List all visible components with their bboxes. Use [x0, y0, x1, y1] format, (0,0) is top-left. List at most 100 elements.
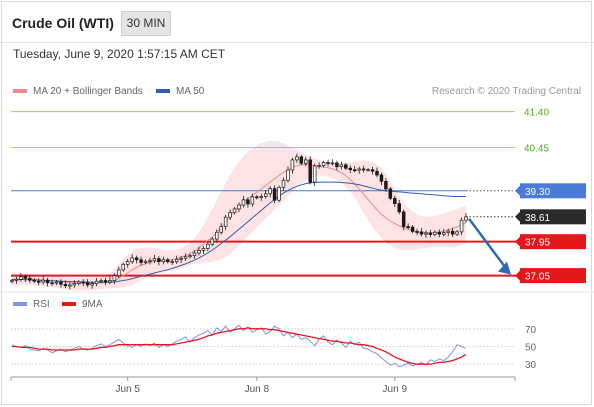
- candle-down: [428, 232, 433, 235]
- candle-down: [437, 231, 442, 235]
- rsi-legend-label: RSI: [33, 299, 50, 310]
- candle-up: [219, 226, 223, 233]
- candle-up: [179, 257, 183, 260]
- candle-up: [41, 279, 45, 283]
- candle-down: [134, 257, 139, 261]
- candle-down: [299, 156, 304, 164]
- candle-up: [290, 159, 295, 171]
- rsi-9ma-line: [12, 327, 467, 365]
- candle-down: [397, 203, 401, 213]
- candle-up: [77, 281, 81, 284]
- candle-down: [32, 279, 37, 282]
- candle-up: [130, 257, 134, 263]
- candle-down: [388, 188, 393, 199]
- candle-up: [112, 275, 117, 281]
- forecast-arrow-head: [498, 261, 511, 275]
- forecast-arrow-shaft: [467, 218, 509, 271]
- candles-group: [10, 153, 468, 290]
- candle-up: [10, 280, 14, 282]
- candle-down: [157, 258, 161, 263]
- legend-ma20: MA 20 + Bollinger Bands: [13, 86, 143, 97]
- 9ma-swatch: [62, 302, 76, 307]
- candle-down: [166, 259, 170, 263]
- level-label-text: 41.40: [524, 108, 549, 119]
- rsi-line: [11, 324, 467, 368]
- candle-up: [183, 256, 188, 259]
- candle-up: [206, 243, 210, 249]
- candle-up: [464, 216, 468, 221]
- candle-down: [419, 231, 424, 235]
- candle-down: [308, 159, 312, 183]
- candle-up: [117, 269, 121, 276]
- candle-up: [330, 162, 335, 165]
- level-label-37.05: 37.05: [515, 268, 586, 284]
- candle-down: [384, 181, 388, 190]
- candle-up: [295, 156, 299, 161]
- candle-down: [45, 279, 50, 284]
- candle-up: [268, 188, 272, 195]
- candle-down: [450, 230, 455, 235]
- candle-up: [317, 165, 321, 167]
- candle-down: [401, 211, 406, 227]
- candle-up: [125, 261, 130, 265]
- candle-up: [143, 260, 148, 263]
- candle-up: [54, 281, 59, 284]
- candle-down: [335, 162, 339, 168]
- candle-down: [63, 283, 68, 287]
- level-label-38.61: 38.61: [515, 209, 586, 225]
- level-label-text: 39.30: [525, 187, 550, 198]
- candle-up: [259, 196, 264, 198]
- candle-up: [223, 216, 228, 227]
- candle-up: [455, 231, 459, 235]
- candle-up: [250, 196, 255, 205]
- level-label-pointer: [515, 270, 520, 281]
- candle-down: [28, 277, 32, 281]
- candle-down: [348, 167, 353, 171]
- candle-down: [352, 169, 357, 172]
- candle-up: [228, 212, 232, 218]
- candle-up: [321, 162, 326, 166]
- ma20-legend-label: MA 20 + Bollinger Bands: [33, 86, 143, 97]
- credit-text: Research © 2020 Trading Central: [431, 86, 581, 97]
- level-label-text: 37.05: [525, 272, 550, 283]
- candle-up: [446, 230, 450, 233]
- candle-up: [433, 231, 437, 235]
- level-label-text: 40.45: [524, 143, 549, 154]
- candle-down: [393, 197, 397, 204]
- ma20-swatch: [13, 89, 27, 94]
- candle-up: [241, 199, 246, 206]
- candle-down: [50, 282, 54, 285]
- candle-down: [85, 282, 90, 286]
- level-label-pointer: [515, 211, 520, 222]
- x-axis-tick-label: Jun 8: [245, 384, 270, 395]
- candle-down: [246, 199, 250, 205]
- timeframe-badge[interactable]: 30 MIN: [121, 11, 171, 36]
- level-label-box: [520, 268, 586, 284]
- legend-9ma: 9MA: [62, 299, 103, 310]
- candle-up: [312, 165, 317, 183]
- level-label-37.95: 37.95: [515, 234, 586, 250]
- candle-up: [441, 232, 446, 235]
- candle-up: [108, 280, 112, 283]
- candle-down: [139, 259, 143, 263]
- legend-rsi: RSI: [13, 299, 50, 310]
- candle-down: [410, 226, 415, 232]
- x-axis-tick-label: Jun 5: [115, 384, 140, 395]
- candle-up: [201, 248, 206, 251]
- candle-up: [188, 255, 192, 258]
- candle-up: [304, 159, 308, 164]
- level-label-40.45: 40.45: [524, 143, 549, 154]
- candle-up: [170, 261, 174, 264]
- candle-up: [357, 168, 361, 171]
- rsi-swatch: [13, 302, 27, 307]
- candle-down: [406, 226, 410, 228]
- candle-down: [361, 168, 366, 171]
- level-label-text: 38.61: [525, 213, 550, 224]
- level-label-41.40: 41.40: [524, 108, 549, 119]
- candle-up: [459, 219, 464, 233]
- candle-up: [197, 249, 201, 254]
- candle-down: [23, 276, 28, 279]
- candle-up: [161, 259, 166, 263]
